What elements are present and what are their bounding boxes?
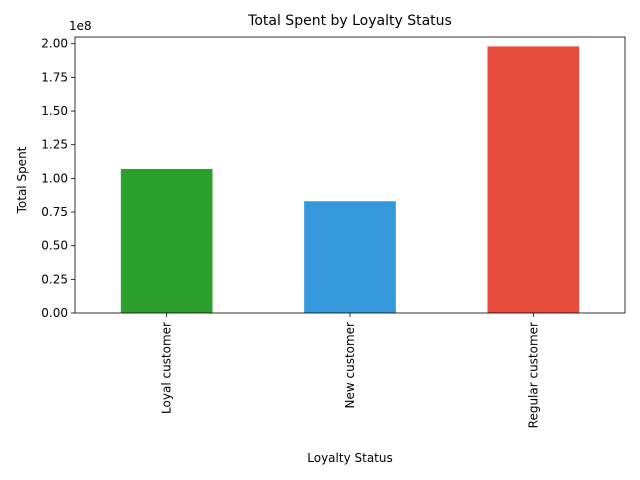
y-tick-label: 0.75 [41, 205, 68, 219]
x-tick-label: Regular customer [526, 322, 540, 428]
bar-regular-customer [487, 46, 580, 314]
x-tick-label: New customer [343, 322, 357, 409]
y-tick-label: 0.00 [41, 306, 68, 320]
x-axis-title: Loyalty Status [307, 451, 392, 465]
y-axis-title: Total Spent [15, 146, 29, 214]
y-tick-label: 0.50 [41, 239, 68, 253]
y-tick-label: 1.50 [41, 104, 68, 118]
y-tick-label: 1.75 [41, 70, 68, 84]
bar-new-customer [304, 201, 396, 313]
axes-frame [74, 36, 626, 314]
chart-title: Total Spent by Loyalty Status [247, 13, 452, 29]
y-tick-label: 0.25 [41, 272, 68, 286]
y-tick-label: 1.25 [41, 138, 68, 152]
bar-loyal-customer [120, 168, 213, 313]
y-tick-label: 2.00 [41, 37, 68, 51]
x-tick-label: Loyal customer [160, 322, 174, 414]
y-offset-label: 1e8 [69, 19, 92, 33]
y-tick-label: 1.00 [41, 171, 68, 185]
plot-area: Loyal customer New customer Regular custom… [41, 36, 626, 428]
